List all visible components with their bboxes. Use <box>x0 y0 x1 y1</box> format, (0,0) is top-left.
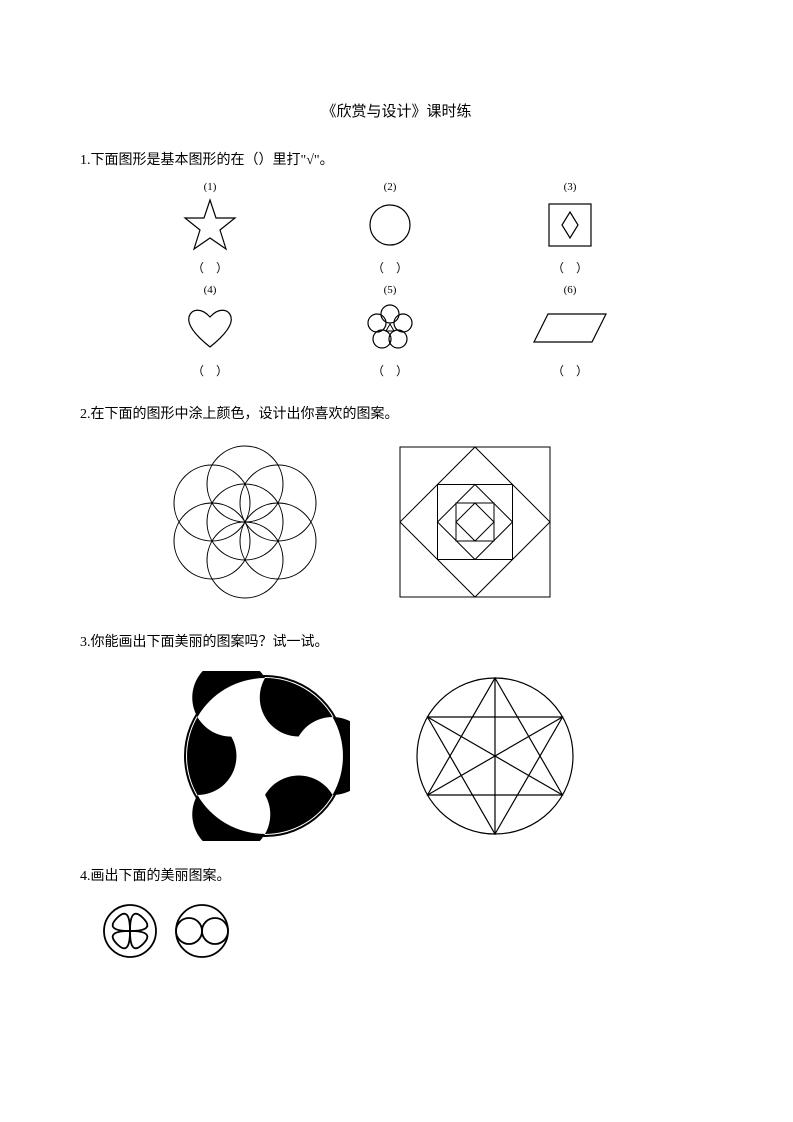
q1-cell-4: (4) （ ） <box>120 284 300 379</box>
q1-paren-6: （ ） <box>480 362 660 379</box>
tomoe-figure <box>180 671 350 841</box>
q1-paren-2: （ ） <box>300 259 480 276</box>
rosette-figure <box>160 437 330 607</box>
q1-num-4: (4) <box>120 284 300 296</box>
q1-cell-2: (2) （ ） <box>300 181 480 276</box>
q1-num-5: (5) <box>300 284 480 296</box>
q1-cell-3: (3) （ ） <box>480 181 660 276</box>
q1-prompt: 1.下面图形是基本图形的在（）里打"√"。 <box>80 149 713 169</box>
q1-paren-4: （ ） <box>120 362 300 379</box>
q3-prompt: 3.你能画出下面美丽的图案吗？试一试。 <box>80 631 713 651</box>
q1-num-2: (2) <box>300 181 480 193</box>
q1-cell-5: (5) （ ） <box>300 284 480 379</box>
q1-paren-5: （ ） <box>300 362 480 379</box>
double-circle-figure <box>172 901 232 961</box>
page-title: 《欣赏与设计》课时练 <box>80 100 713 121</box>
q4-prompt: 4.画出下面的美丽图案。 <box>80 865 713 885</box>
nested-squares-figure <box>390 437 560 607</box>
hexagram-circle-figure <box>410 671 580 841</box>
q1-num-3: (3) <box>480 181 660 193</box>
parallelogram-icon <box>480 298 660 358</box>
star-icon <box>120 195 300 255</box>
q1-cell-1: (1) （ ） <box>120 181 300 276</box>
q1-cell-6: (6) （ ） <box>480 284 660 379</box>
q2-prompt: 2.在下面的图形中涂上颜色，设计出你喜欢的图案。 <box>80 403 713 423</box>
pinwheel-small-figure <box>100 901 160 961</box>
heart-icon <box>120 298 300 358</box>
square-diamond-icon <box>480 195 660 255</box>
q1-paren-3: （ ） <box>480 259 660 276</box>
q1-paren-1: （ ） <box>120 259 300 276</box>
q1-num-1: (1) <box>120 181 300 193</box>
q1-grid: (1) （ ） (2) （ ） (3) <box>120 181 713 379</box>
q1-num-6: (6) <box>480 284 660 296</box>
flower-icon <box>300 298 480 358</box>
circle-icon <box>300 195 480 255</box>
